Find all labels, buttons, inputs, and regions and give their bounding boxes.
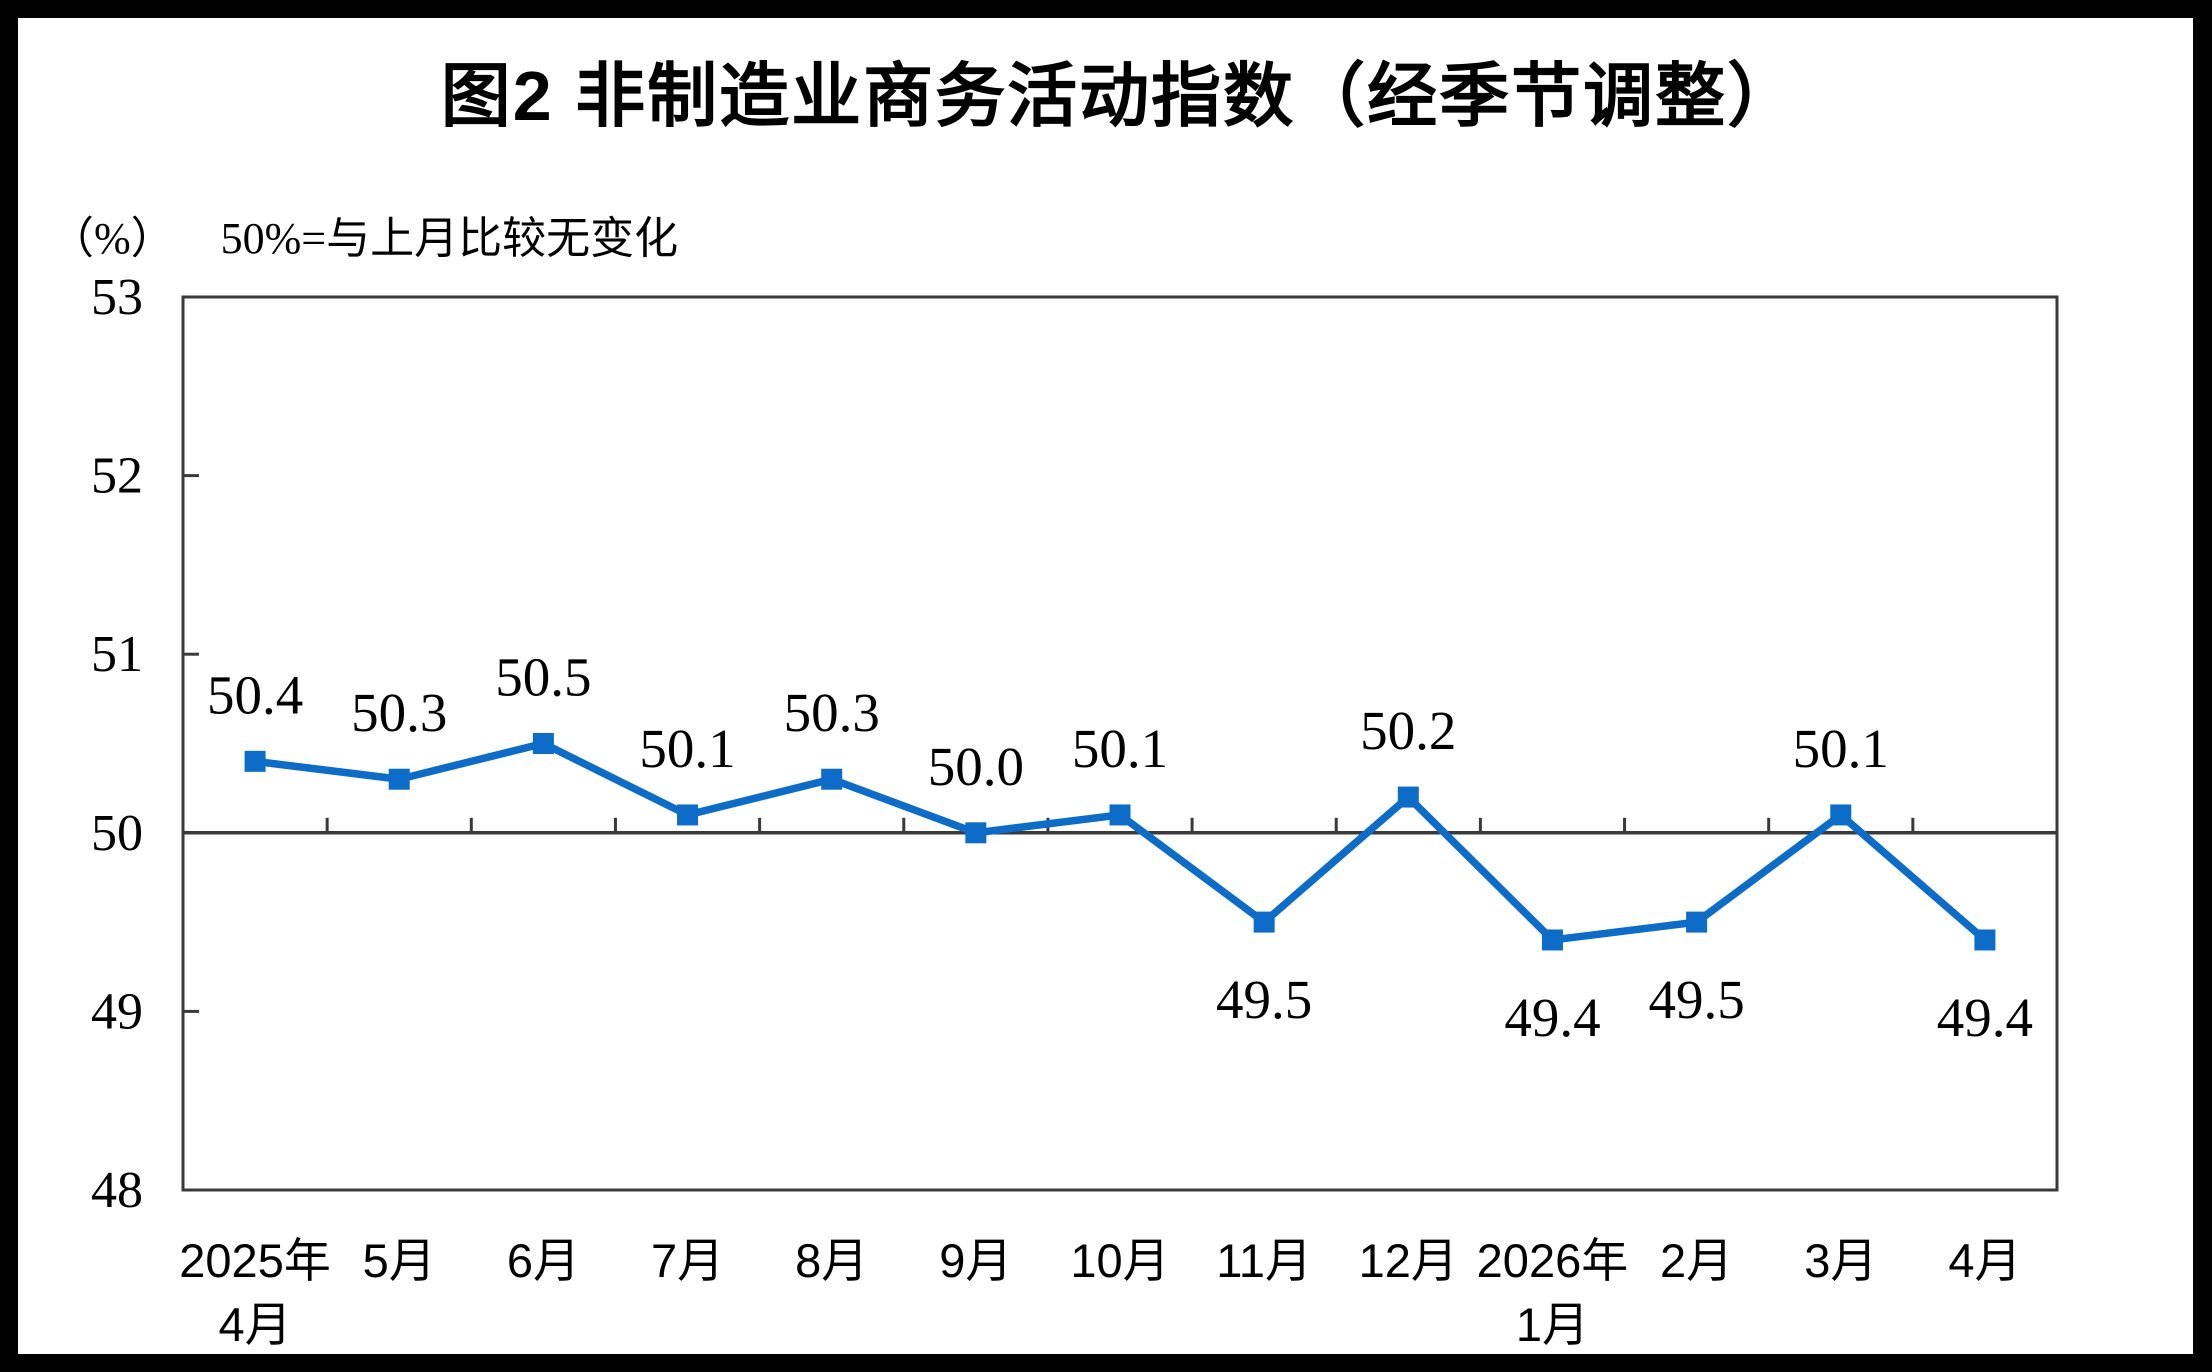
data-point-marker [677, 804, 699, 826]
y-tick-label: 49 [91, 983, 143, 1040]
x-tick-label: 7月 [651, 1234, 724, 1287]
chart-canvas [18, 18, 2193, 1354]
x-tick-label: 1月 [1516, 1298, 1589, 1351]
data-label: 50.3 [351, 682, 447, 743]
data-label: 50.3 [784, 682, 880, 743]
y-tick-label: 48 [91, 1162, 143, 1219]
x-tick-label: 6月 [507, 1234, 580, 1287]
x-tick-label: 12月 [1359, 1234, 1458, 1287]
data-point-marker [388, 768, 410, 790]
x-tick-label: 4月 [219, 1298, 292, 1351]
data-label: 50.5 [495, 647, 591, 708]
x-tick-label: 8月 [795, 1234, 868, 1287]
data-point-marker [965, 822, 987, 844]
x-tick-label: 10月 [1070, 1234, 1169, 1287]
data-label: 49.5 [1648, 969, 1744, 1030]
data-point-marker [1397, 786, 1419, 808]
plot-border [181, 295, 2059, 1192]
y-axis-unit-label: （%） [50, 214, 175, 263]
x-tick-label: 2月 [1660, 1234, 1733, 1287]
data-point-marker [1830, 804, 1852, 826]
y-tick-label: 50 [91, 805, 143, 862]
data-label: 49.4 [1504, 987, 1600, 1048]
data-label: 49.5 [1216, 969, 1312, 1030]
data-label: 50.1 [1072, 718, 1168, 779]
data-label: 50.0 [928, 736, 1024, 797]
reference-note: 50%=与上月比较无变化 [220, 214, 679, 263]
x-tick-label: 11月 [1216, 1234, 1312, 1287]
x-tick-label: 2025年 [179, 1234, 331, 1287]
data-label: 50.2 [1360, 700, 1456, 761]
x-tick-label: 2026年 [1477, 1234, 1629, 1287]
data-point-marker [1253, 911, 1275, 933]
chart-title: 图2 非制造业商务活动指数（经季节调整） [440, 57, 1800, 135]
data-point-marker [244, 750, 266, 772]
data-point-marker [821, 768, 843, 790]
data-label: 50.1 [639, 718, 735, 779]
axis-note: （%） 50%=与上月比较无变化 [50, 202, 678, 266]
data-point-marker [1686, 911, 1708, 933]
data-label: 49.4 [1937, 987, 2033, 1048]
y-tick-label: 53 [91, 269, 143, 326]
data-label: 50.1 [1793, 718, 1889, 779]
x-tick-label: 9月 [939, 1234, 1012, 1287]
data-point-marker [1541, 929, 1563, 951]
x-tick-label: 5月 [363, 1234, 436, 1287]
y-tick-label: 51 [91, 626, 143, 683]
x-tick-label: 4月 [1948, 1234, 2021, 1287]
data-point-marker [1974, 929, 1996, 951]
data-label: 50.4 [207, 664, 303, 725]
data-point-marker [1109, 804, 1131, 826]
x-tick-label: 3月 [1804, 1234, 1877, 1287]
data-point-marker [532, 733, 554, 754]
y-tick-label: 52 [91, 448, 143, 505]
